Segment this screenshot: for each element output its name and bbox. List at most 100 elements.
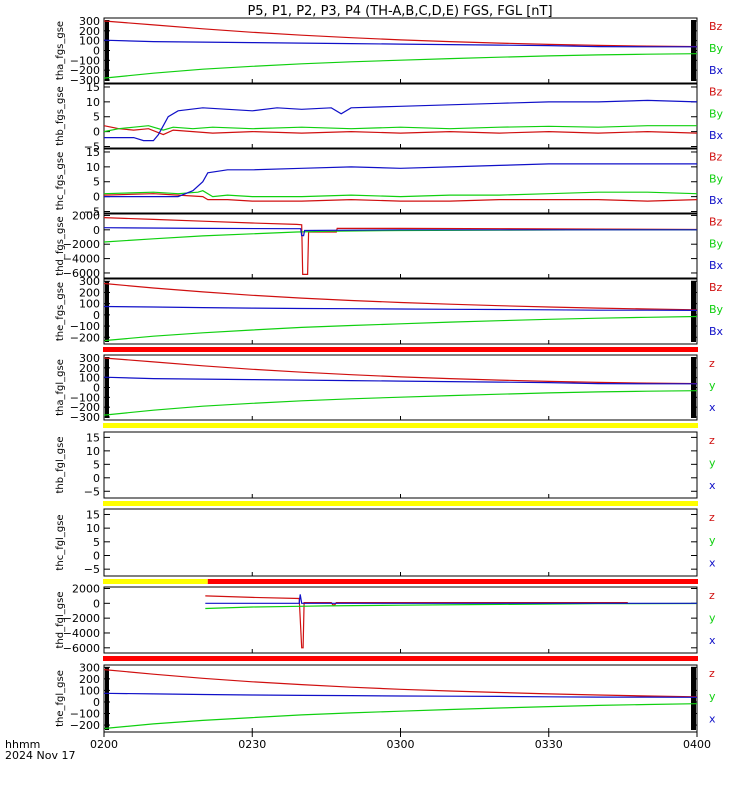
y-tick-label: 0 [93,696,100,709]
legend-y: By [709,42,724,55]
legend-x: Bx [709,325,724,338]
y-tick-label: 10 [86,96,100,109]
panel-ylabel: tha_fgs_gse [55,21,66,80]
y-tick-label: 15 [86,146,100,159]
y-tick-label: 200 [79,673,100,686]
legend-z: z [709,511,715,524]
status-bar-yellow [103,423,698,428]
series-line-y [103,390,698,416]
series-line-y [103,190,698,198]
legend-z: z [709,667,715,680]
status-bar-yellow [103,501,698,506]
y-tick-label: 0 [93,224,100,237]
series-line-x [103,39,697,48]
status-bar-red [207,579,698,584]
legend-x: x [709,634,716,647]
series-line-x [103,305,698,311]
legend-z: Bz [709,151,723,164]
legend-x: Bx [709,259,724,272]
legend-y: By [709,237,724,250]
legend-z: Bz [709,281,723,294]
y-tick-label: 300 [79,15,100,28]
y-tick-label: 100 [79,684,100,697]
y-tick-label: −300 [70,411,100,424]
y-tick-label: −100 [70,54,100,67]
y-tick-label: −2000 [63,612,100,625]
panel-side-bar-right [691,281,696,342]
y-tick-label: 5 [93,458,100,471]
legend-y: y [709,690,716,703]
status-bar-red [103,347,698,352]
y-tick-label: 0 [93,126,100,139]
y-tick-label: 0 [93,382,100,395]
series-line-x [104,163,697,198]
y-tick-label: −300 [70,74,100,87]
y-tick-label: 5 [93,536,100,549]
y-tick-label: −100 [70,708,100,721]
y-tick-label: −5 [84,563,100,576]
legend-y: y [709,379,716,392]
x-tick-label: 0230 [238,738,266,751]
y-tick-label: −6000 [63,267,100,280]
panel-ylabel: the_fgs_gse [55,282,66,341]
y-tick-label: −5 [84,485,100,498]
series-line-x [104,99,698,142]
series-line-z [103,357,698,385]
panel-frame [103,213,698,279]
y-tick-label: −200 [70,401,100,414]
panel-ylabel: thd_fgs_gse [55,216,66,275]
series-line-z [103,669,698,698]
legend-z: Bz [709,86,723,99]
y-tick-label: −100 [70,320,100,333]
x-tick-label: 0330 [535,738,563,751]
legend-x: x [709,401,716,414]
y-tick-label: 100 [79,372,100,385]
series-line-x [103,692,698,698]
legend-z: Bz [709,216,723,229]
series-line-y [205,602,698,610]
y-tick-label: 0 [93,472,100,485]
legend-y: y [709,456,716,469]
y-tick-label: −4000 [63,253,100,266]
series-line-z [103,193,698,202]
y-tick-label: −5 [84,141,100,154]
panel-ylabel: thd_fgl_gse [55,592,66,649]
y-tick-label: 0 [93,549,100,562]
y-tick-label: 200 [79,25,100,38]
panel-ylabel: the_fgl_gse [55,670,66,727]
y-tick-label: 10 [86,445,100,458]
panel-1: 15 10 5 0 −5 thb_fgs_gse Bz By Bx [55,81,724,154]
legend-z: z [709,589,715,602]
y-tick-label: 2000 [72,209,100,222]
legend-y: By [709,172,724,185]
panel-frame [103,148,698,214]
plot-title: P5, P1, P2, P3, P4 (TH-A,B,C,D,E) FGS, F… [247,4,552,19]
series-line-z [103,125,698,136]
panel-side-bar-left [105,667,109,730]
x-tick-label: 0200 [90,738,118,751]
y-tick-label: 100 [79,35,100,48]
y-tick-label: 200 [79,362,100,375]
panel-frame [103,586,698,654]
series-line-y [103,703,698,730]
series-line-y [103,53,698,79]
time-unit-label: hhmm [5,738,40,751]
y-tick-label: 5 [93,176,100,189]
panel-frame [103,431,698,499]
y-tick-label: 300 [79,352,100,365]
panel-frame [103,83,698,149]
series-line-y [103,125,697,133]
panel-ylabel: thb_fgs_gse [55,86,66,145]
series-line-z [103,217,698,275]
panel-ylabel: thc_fgl_gse [55,514,66,570]
legend-x: x [709,479,716,492]
y-tick-label: −6000 [63,642,100,655]
x-tick-label: 0400 [683,738,711,751]
